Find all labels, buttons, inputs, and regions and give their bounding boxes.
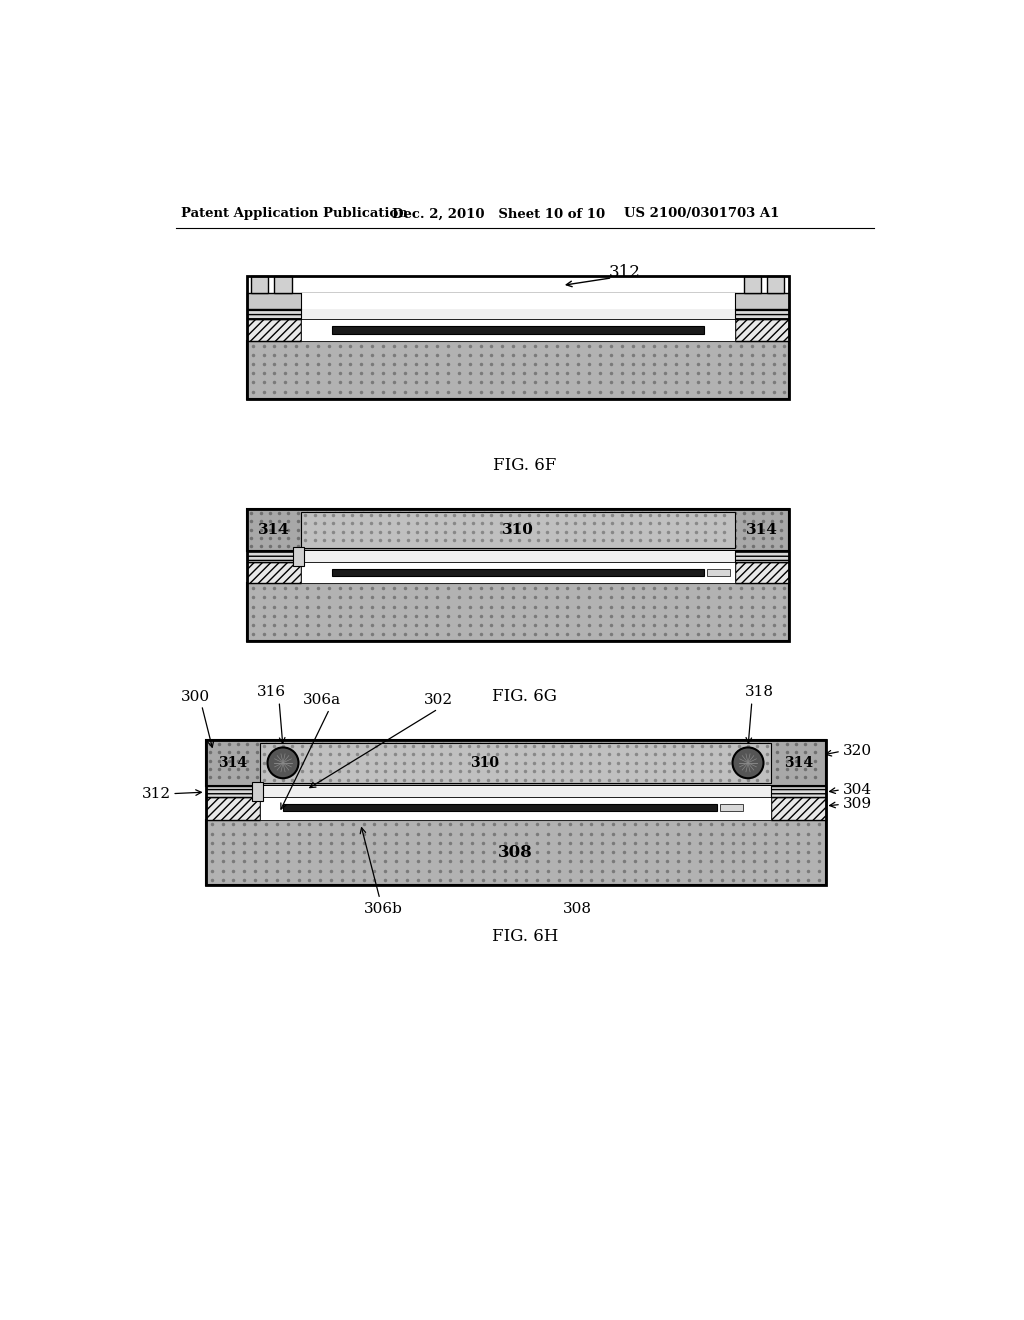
Bar <box>260 797 771 820</box>
Bar <box>735 562 790 583</box>
Circle shape <box>732 747 764 779</box>
Bar <box>206 820 825 886</box>
Text: 312: 312 <box>141 787 171 801</box>
Bar <box>251 276 268 293</box>
Text: 314: 314 <box>783 756 813 770</box>
Text: 306b: 306b <box>365 903 403 916</box>
Bar <box>247 508 790 642</box>
Bar <box>247 276 790 399</box>
Text: 314: 314 <box>258 523 290 536</box>
Bar <box>301 319 735 341</box>
Text: 300: 300 <box>180 690 210 705</box>
Text: 320: 320 <box>843 744 871 758</box>
Bar <box>206 785 825 797</box>
Bar <box>301 512 735 548</box>
Text: 309: 309 <box>843 797 871 812</box>
Bar <box>247 341 790 399</box>
Bar <box>206 739 825 886</box>
Bar <box>301 309 735 319</box>
Text: FIG. 6F: FIG. 6F <box>494 457 556 474</box>
Text: 314: 314 <box>218 756 247 770</box>
Bar <box>720 804 743 812</box>
Bar <box>283 804 717 812</box>
Text: 312: 312 <box>608 264 640 281</box>
Text: 308: 308 <box>563 903 592 916</box>
Circle shape <box>267 747 299 779</box>
Bar <box>332 326 703 334</box>
Text: 314: 314 <box>746 523 778 536</box>
Bar <box>301 552 735 562</box>
Bar <box>247 309 790 319</box>
Bar <box>206 739 825 785</box>
Bar <box>206 797 260 820</box>
Bar <box>247 319 301 341</box>
Text: 306a: 306a <box>303 693 341 706</box>
Bar <box>260 785 771 797</box>
Text: 316: 316 <box>257 685 286 700</box>
Bar <box>771 797 825 820</box>
Bar <box>247 508 790 552</box>
Text: US 2100/0301703 A1: US 2100/0301703 A1 <box>624 207 779 220</box>
Bar <box>301 293 735 309</box>
Text: FIG. 6G: FIG. 6G <box>493 688 557 705</box>
Bar <box>735 319 790 341</box>
Text: 310: 310 <box>470 756 499 770</box>
Text: FIG. 6H: FIG. 6H <box>492 928 558 945</box>
Text: 308: 308 <box>498 843 532 861</box>
Bar <box>744 276 761 293</box>
Bar <box>332 569 703 576</box>
Bar <box>293 548 304 566</box>
Bar <box>301 562 735 583</box>
Bar <box>767 276 784 293</box>
Text: 310: 310 <box>502 523 534 536</box>
Text: 302: 302 <box>424 693 453 706</box>
Bar <box>252 781 263 800</box>
Text: 318: 318 <box>745 685 774 700</box>
Bar <box>247 552 790 562</box>
Bar <box>274 276 292 293</box>
Text: Dec. 2, 2010   Sheet 10 of 10: Dec. 2, 2010 Sheet 10 of 10 <box>391 207 604 220</box>
Bar <box>247 293 790 309</box>
Bar <box>260 743 771 783</box>
Text: Patent Application Publication: Patent Application Publication <box>180 207 408 220</box>
Bar <box>247 583 790 642</box>
Bar <box>247 562 301 583</box>
Bar <box>707 569 730 576</box>
Text: 304: 304 <box>843 783 871 797</box>
